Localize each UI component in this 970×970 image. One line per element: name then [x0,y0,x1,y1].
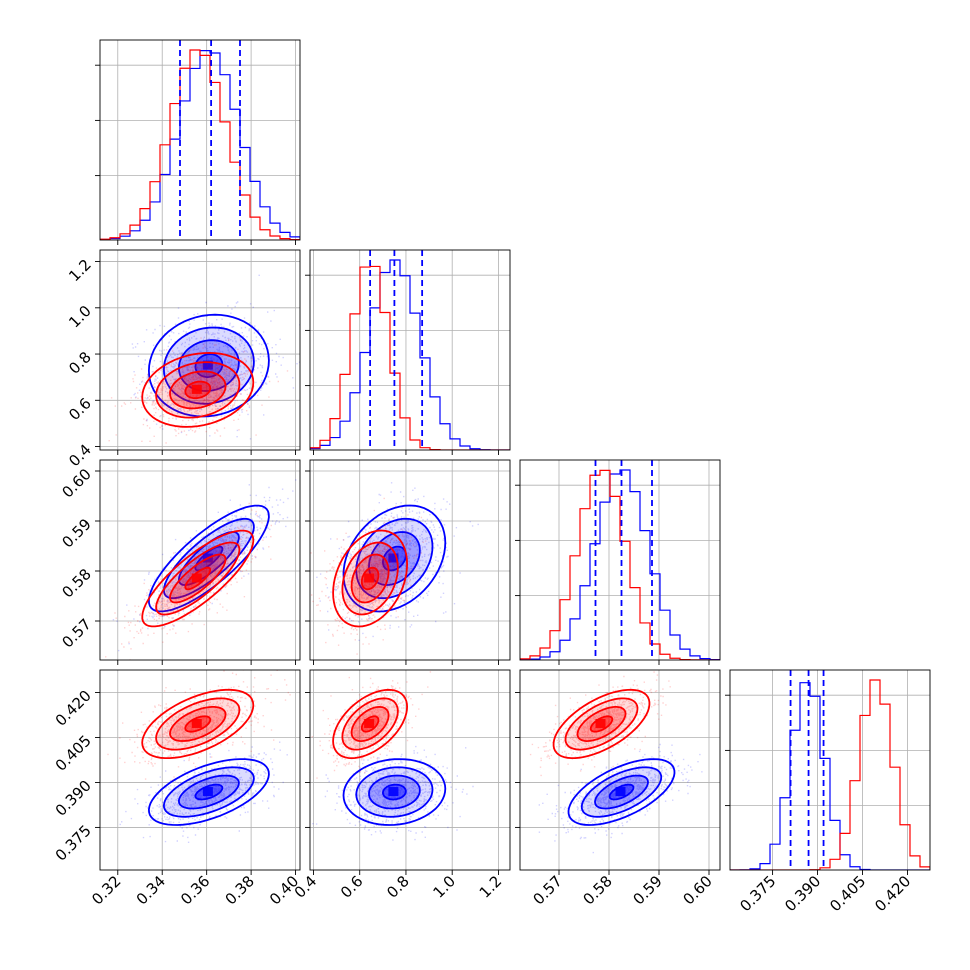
x-tick-label: 0.34 [133,872,169,908]
histogram-blue-p0 [100,50,300,240]
panel-frame [519,459,721,661]
scatter-points-blue [316,482,479,641]
density-peak-blue [202,787,213,797]
y-tick-label: 1.0 [65,302,95,332]
histogram-blue-p1 [310,259,510,450]
contour-blue [147,504,270,613]
histogram-panel-p0 [95,39,301,245]
density-peak-blue [388,787,399,797]
contour-red [332,688,409,760]
x-tick-label: 0.57 [529,872,565,908]
density-peak-red [191,718,202,728]
grid-lines [520,670,720,870]
density-peak-blue [615,787,626,797]
histogram-panel-p1 [305,249,511,455]
y-tick-label: 0.57 [58,615,94,651]
y-tick-label: 0.59 [58,515,94,551]
density-peak-red [364,573,375,583]
scatter-panel-p1-p2 [305,459,511,665]
panel-frame [309,669,511,871]
contour-red [141,529,255,628]
scatter-panel-p1-p3: 0.4 0.6 0.8 1.0 1.2 [291,669,511,902]
density-peak-red [191,573,202,583]
density-peak-red [595,718,606,728]
scatter-panel-p0-p2: 0.57 0.58 0.59 0.60 [58,459,301,665]
y-tick-label: 0.390 [52,777,95,820]
histogram-red-p2 [520,469,720,660]
x-tick-label: 0.4 [291,872,321,902]
y-tick-label: 0.420 [52,687,95,730]
x-tick-label: 0.60 [679,872,715,908]
panel-frame [99,39,301,241]
density-peak-blue [388,553,399,563]
scatter-points-red [105,502,272,660]
y-tick-label: 0.6 [65,394,95,424]
y-tick-label: 0.375 [52,822,95,865]
contour-blue [342,758,447,826]
scatter-panel-p2-p3: 0.57 0.58 0.59 0.60 [515,669,721,908]
panel-frame [99,459,301,661]
panel-frame [99,669,301,871]
panel-frame [99,249,301,451]
x-tick-label: 0.38 [222,872,258,908]
scatter-points-blue [131,274,300,440]
contour-blue [147,758,270,826]
density-peak-red [191,384,202,394]
grid-lines [100,250,300,450]
y-tick-label: 0.405 [52,732,95,775]
contour-red [141,351,255,428]
panel-frame [309,459,511,661]
contour-blue [342,504,447,613]
x-tick-label: 0.36 [177,872,213,908]
contour-red [552,688,651,759]
grid-lines [100,40,300,240]
density-peak-blue [202,360,213,370]
y-tick-label: 0.60 [58,465,94,501]
x-tick-label: 0.6 [337,872,367,902]
y-tick-label: 0.8 [65,348,95,378]
scatter-panel-p0-p1: 0.40.60.81.01.2 [65,249,301,470]
x-tick-label: 0.405 [826,872,869,915]
x-tick-label: 0.58 [579,872,615,908]
x-tick-label: 0.32 [88,872,124,908]
x-tick-label: 0.390 [781,872,824,915]
density-peak-red [364,718,375,728]
panel-frame [519,669,721,871]
contour-red [141,688,255,759]
y-tick-label: 1.2 [65,256,95,286]
grid-lines [520,460,720,660]
panel-frame [729,669,931,871]
x-tick-label: 1.0 [429,872,459,902]
x-tick-label: 0.375 [736,872,779,915]
histogram-red-p3 [730,679,930,870]
y-tick-label: 0.58 [58,565,94,601]
panel-frame [309,249,511,451]
scatter-points-red [311,670,432,779]
x-tick-label: 0.420 [871,872,914,915]
x-tick-label: 1.2 [476,872,506,902]
x-tick-label: 0.8 [383,872,413,902]
histogram-blue-p2 [520,469,720,660]
x-tick-label: 0.59 [629,872,665,908]
contour-blue [567,758,676,826]
histogram-red-p0 [100,49,300,240]
histogram-panel-p3: 0.375 0.390 0.405 0.420 [725,669,931,915]
histogram-panel-p2 [515,459,721,665]
contour-red [332,529,409,628]
